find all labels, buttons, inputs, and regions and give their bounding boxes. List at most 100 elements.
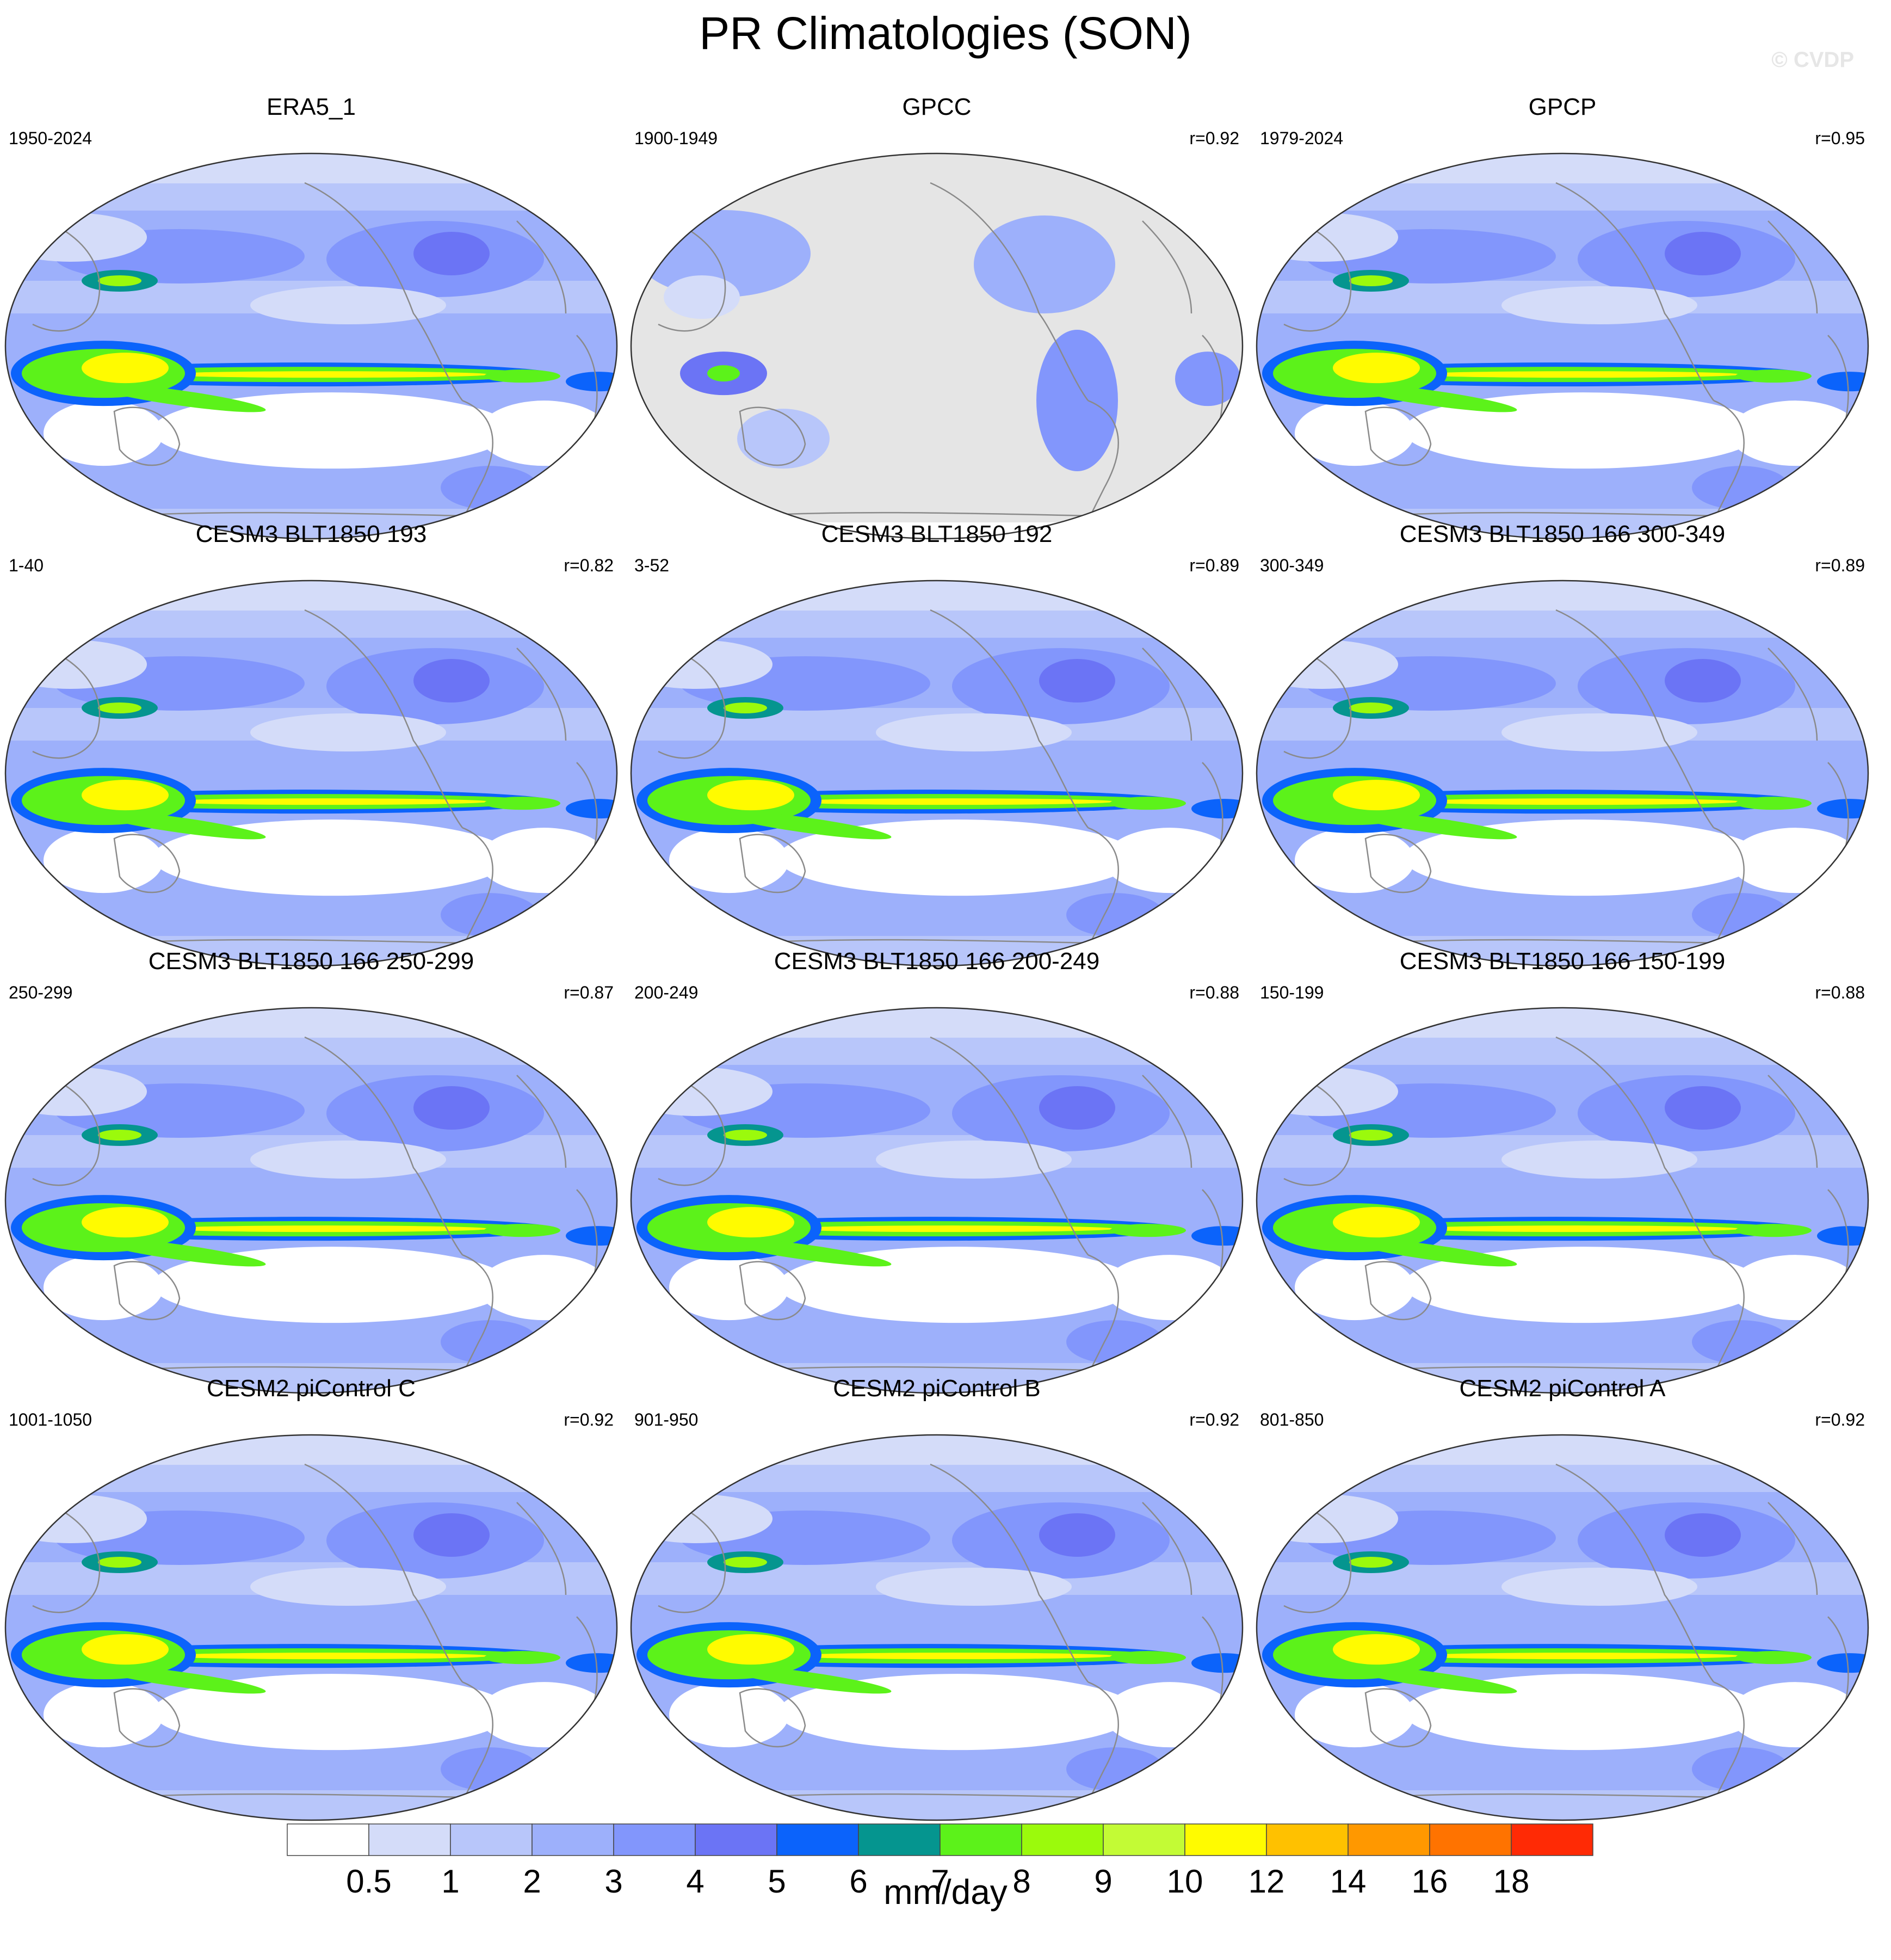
colorbar-tick-label: 9 bbox=[1094, 1863, 1112, 1900]
panel-period: 1001-1050 bbox=[9, 1410, 92, 1429]
colorbar-segment bbox=[1103, 1823, 1185, 1856]
colorbar-tick-label: 1 bbox=[441, 1863, 459, 1900]
precip-field bbox=[5, 1435, 617, 1820]
precip-map bbox=[630, 152, 1244, 540]
colorbar-tick-label: 12 bbox=[1249, 1863, 1285, 1900]
map-panel: CESM3 BLT1850 166 300-349 300-349 r=0.89 bbox=[1251, 514, 1874, 967]
precip-map bbox=[4, 580, 618, 967]
panel-period: 901-950 bbox=[634, 1410, 699, 1429]
colorbar-tick-label: 16 bbox=[1412, 1863, 1448, 1900]
panel-title: CESM3 BLT1850 192 bbox=[821, 521, 1053, 547]
colorbar-segment bbox=[1021, 1823, 1104, 1856]
panel-period: 1-40 bbox=[9, 556, 44, 575]
precip-map bbox=[4, 1007, 618, 1394]
panel-period: 150-199 bbox=[1260, 983, 1324, 1002]
panel-correlation: r=0.89 bbox=[1815, 556, 1865, 575]
panel-title: CESM3 BLT1850 166 300-349 bbox=[1399, 521, 1726, 547]
precip-map bbox=[4, 1434, 618, 1821]
map-panel: CESM2 piControl B 901-950 r=0.92 bbox=[626, 1369, 1248, 1821]
colorbar-tick-label: 5 bbox=[768, 1863, 786, 1900]
colorbar-segment bbox=[1184, 1823, 1267, 1856]
colorbar-segment bbox=[1348, 1823, 1430, 1856]
map-panel: CESM3 BLT1850 166 200-249 200-249 r=0.88 bbox=[626, 941, 1248, 1394]
map-border bbox=[630, 152, 1244, 540]
panel-period: 200-249 bbox=[634, 983, 699, 1002]
map-border bbox=[630, 1007, 1244, 1394]
colorbar-segment bbox=[1511, 1823, 1593, 1856]
precip-map bbox=[630, 580, 1244, 967]
map-panel: GPCP 1979-2024 r=0.95 bbox=[1251, 87, 1874, 540]
panel-correlation: r=0.92 bbox=[1189, 1410, 1239, 1429]
map-panel: CESM3 BLT1850 192 3-52 r=0.89 bbox=[626, 514, 1248, 967]
colorbar-tick-label: 14 bbox=[1330, 1863, 1367, 1900]
precip-map bbox=[1256, 580, 1869, 967]
colorbar-segment bbox=[613, 1823, 696, 1856]
colorbar-tick-label: 18 bbox=[1493, 1863, 1530, 1900]
map-border bbox=[4, 152, 618, 540]
map-panel: CESM2 piControl A 801-850 r=0.92 bbox=[1251, 1369, 1874, 1821]
colorbar-segment bbox=[450, 1823, 533, 1856]
colorbar-segment bbox=[287, 1823, 369, 1856]
precip-map bbox=[1256, 152, 1869, 540]
colorbar-segment bbox=[695, 1823, 777, 1856]
panel-correlation: r=0.88 bbox=[1189, 983, 1239, 1002]
panel-correlation: r=0.92 bbox=[564, 1410, 614, 1429]
map-border bbox=[1256, 152, 1869, 540]
panel-title: GPCC bbox=[902, 94, 972, 120]
panel-title: CESM2 piControl A bbox=[1459, 1375, 1666, 1402]
panel-title: CESM3 BLT1850 166 200-249 bbox=[774, 948, 1100, 975]
precip-map bbox=[1256, 1007, 1869, 1394]
map-panel: ERA5_1 1950-2024 bbox=[0, 87, 622, 540]
map-border bbox=[630, 580, 1244, 967]
panel-period: 250-299 bbox=[9, 983, 73, 1002]
panel-period: 3-52 bbox=[634, 556, 670, 575]
colorbar-segment bbox=[532, 1823, 614, 1856]
colorbar-unit-label: mm/day bbox=[883, 1872, 1008, 1912]
colorbar-segment bbox=[1266, 1823, 1349, 1856]
colorbar-tick-label: 4 bbox=[686, 1863, 704, 1900]
colorbar-segment bbox=[940, 1823, 1022, 1856]
panel-title: CESM2 piControl B bbox=[833, 1375, 1041, 1402]
panel-correlation: r=0.92 bbox=[1189, 128, 1239, 148]
map-panel: CESM2 piControl C 1001-1050 r=0.92 bbox=[0, 1369, 622, 1821]
figure-title: PR Climatologies (SON) bbox=[699, 8, 1192, 59]
map-border bbox=[630, 1434, 1244, 1821]
panel-period: 1979-2024 bbox=[1260, 128, 1344, 148]
precip-field bbox=[1257, 581, 1868, 966]
colorbar-segment bbox=[858, 1823, 941, 1856]
colorbar-tick-label: 2 bbox=[523, 1863, 541, 1900]
panel-correlation: r=0.89 bbox=[1189, 556, 1239, 575]
panel-title: CESM3 BLT1850 193 bbox=[195, 521, 427, 547]
map-panel: CESM3 BLT1850 166 250-299 250-299 r=0.87 bbox=[0, 941, 622, 1394]
colorbar-segment bbox=[776, 1823, 859, 1856]
map-border bbox=[1256, 1434, 1869, 1821]
map-border bbox=[4, 1434, 618, 1821]
colorbar-tick-label: 8 bbox=[1012, 1863, 1030, 1900]
colorbar-segment bbox=[1429, 1823, 1512, 1856]
colorbar-tick-label: 10 bbox=[1167, 1863, 1203, 1900]
map-panel: GPCC 1900-1949 r=0.92 bbox=[626, 87, 1248, 540]
panel-title: GPCP bbox=[1528, 94, 1597, 120]
panel-correlation: r=0.92 bbox=[1815, 1410, 1865, 1429]
panel-title: CESM3 BLT1850 166 150-199 bbox=[1399, 948, 1726, 975]
map-border bbox=[4, 580, 618, 967]
panel-correlation: r=0.82 bbox=[564, 556, 614, 575]
panel-title: CESM3 BLT1850 166 250-299 bbox=[148, 948, 474, 975]
panel-correlation: r=0.87 bbox=[564, 983, 614, 1002]
panel-title: CESM2 piControl C bbox=[207, 1375, 416, 1402]
colorbar-segment bbox=[368, 1823, 451, 1856]
precip-map bbox=[1256, 1434, 1869, 1821]
map-border bbox=[1256, 1007, 1869, 1394]
panel-correlation: r=0.88 bbox=[1815, 983, 1865, 1002]
panel-period: 1900-1949 bbox=[634, 128, 718, 148]
precip-map bbox=[4, 152, 618, 540]
panel-title: ERA5_1 bbox=[267, 94, 356, 120]
panel-period: 801-850 bbox=[1260, 1410, 1324, 1429]
colorbar-tick-label: 3 bbox=[604, 1863, 622, 1900]
panel-period: 1950-2024 bbox=[9, 128, 92, 148]
panel-period: 300-349 bbox=[1260, 556, 1324, 575]
colorbar-tick-label: 7 bbox=[931, 1863, 949, 1900]
colorbar-tick-label: 0.5 bbox=[346, 1863, 391, 1900]
map-border bbox=[1256, 580, 1869, 967]
map-panel: CESM3 BLT1850 193 1-40 r=0.82 bbox=[0, 514, 622, 967]
